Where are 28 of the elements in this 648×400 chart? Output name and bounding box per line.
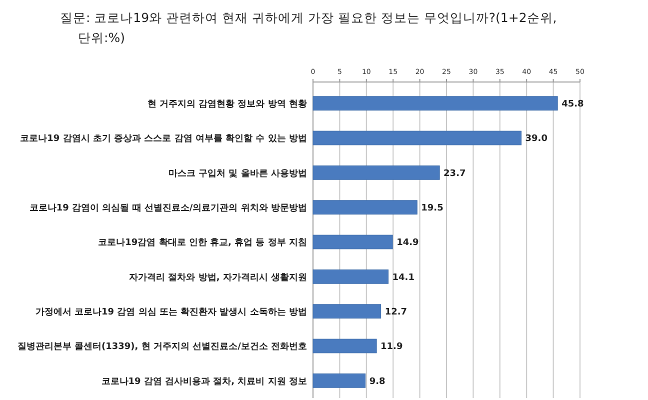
data-label: 14.1 bbox=[392, 272, 415, 283]
y-tick-label: 코로나19 감염이 의심될 때 선별진료소/의료기관의 위치와 방문방법 bbox=[29, 203, 307, 214]
y-tick-label: 코로나19 감염 검사비용과 절차, 치료비 지원 정보 bbox=[101, 376, 307, 387]
data-label: 11.9 bbox=[380, 342, 403, 352]
data-label: 39.0 bbox=[525, 134, 548, 144]
bar bbox=[312, 338, 377, 354]
bar bbox=[312, 200, 418, 215]
bar bbox=[312, 373, 366, 388]
bar bbox=[312, 96, 558, 111]
data-label: 14.9 bbox=[396, 238, 419, 248]
bar bbox=[312, 234, 393, 250]
y-tick-label: 코로나19감염 확대로 인한 휴교, 휴업 등 정부 지침 bbox=[98, 238, 307, 248]
y-tick-label: 질병관리본부 콜센터(1339), 현 거주지의 선별진료소/보건소 전화번호 bbox=[17, 342, 307, 352]
bar bbox=[312, 304, 382, 319]
y-tick-label: 마스크 구입처 및 올바른 사용방법 bbox=[168, 168, 307, 179]
data-label: 45.8 bbox=[562, 99, 584, 110]
bar bbox=[312, 269, 389, 284]
data-label: 19.5 bbox=[421, 203, 444, 214]
bar bbox=[312, 130, 522, 146]
y-tick-label: 현 거주지의 감염현황 정보와 방역 현황 bbox=[147, 99, 307, 110]
y-tick-label: 코로나19 감염시 초기 증상과 스스로 감염 여부를 확인할 수 있는 방법 bbox=[20, 134, 307, 144]
data-label: 12.7 bbox=[384, 307, 408, 318]
data-label: 9.8 bbox=[369, 376, 386, 387]
bar bbox=[312, 165, 440, 180]
chart-title: 질문: 코로나19와 관련하여 현재 귀하에게 가장 필요한 정보는 무엇입니까?(1+2순위, 단위:%) bbox=[60, 9, 558, 47]
y-tick-label: 가정에서 코로나19 감염 의심 또는 확진환자 발생시 소독하는 방법 bbox=[35, 307, 307, 318]
data-label: 23.7 bbox=[444, 168, 466, 179]
y-tick-label: 자가격리 절차와 방법, 자가격리시 생활지원 bbox=[129, 272, 307, 283]
